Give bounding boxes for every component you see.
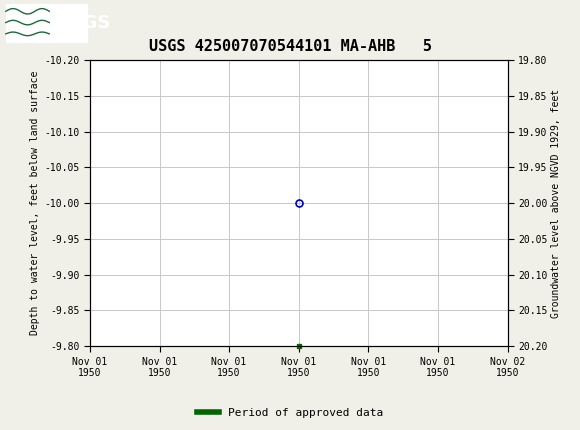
- Text: USGS: USGS: [55, 14, 110, 31]
- FancyBboxPatch shape: [6, 3, 87, 42]
- Legend: Period of approved data: Period of approved data: [193, 403, 387, 422]
- Text: USGS 425007070544101 MA-AHB   5: USGS 425007070544101 MA-AHB 5: [148, 39, 432, 54]
- Y-axis label: Depth to water level, feet below land surface: Depth to water level, feet below land su…: [30, 71, 40, 335]
- Y-axis label: Groundwater level above NGVD 1929, feet: Groundwater level above NGVD 1929, feet: [552, 89, 561, 318]
